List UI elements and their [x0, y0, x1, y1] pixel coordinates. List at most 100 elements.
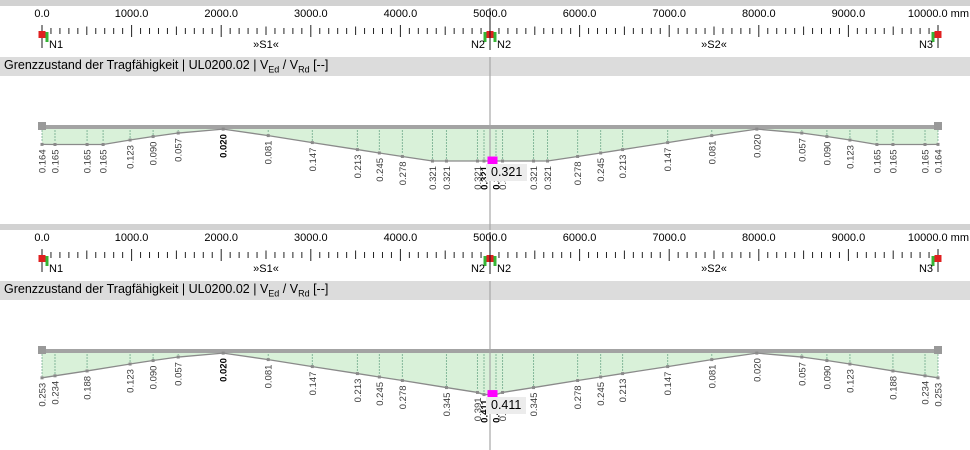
span-label: »S1«: [253, 263, 279, 275]
curve-point-marker: [53, 142, 57, 146]
value-label: 0.123: [845, 369, 856, 393]
node-label: N2: [471, 39, 485, 51]
beam-end-node: [38, 346, 46, 354]
value-label: 0.165: [99, 149, 110, 173]
curve-point-marker: [221, 351, 225, 355]
curve-point-marker: [755, 351, 759, 355]
ruler-label: 1000.0: [115, 232, 149, 244]
value-label: 0.278: [398, 385, 409, 409]
curve-point-marker: [923, 142, 927, 146]
value-label: 0.245: [596, 382, 607, 406]
member-end-marker: [931, 32, 935, 42]
value-label: 0.165: [83, 149, 94, 173]
ruler-label: 7000.0: [652, 8, 686, 20]
curve-point-marker: [532, 159, 536, 163]
value-label: 0.165: [921, 149, 932, 173]
curve-point-marker: [40, 142, 44, 146]
curve-point-marker: [444, 159, 448, 163]
span-label: »S2«: [701, 39, 727, 51]
value-label: 0.165: [888, 149, 899, 173]
beam-end-node: [38, 122, 46, 130]
curve-point-marker: [176, 131, 180, 135]
value-label: 0.321: [543, 166, 554, 190]
value-label: 0.164: [38, 149, 49, 173]
value-label: 0.188: [83, 376, 94, 400]
node-marker: [38, 31, 46, 38]
max-value-tooltip: 0.321: [486, 163, 528, 181]
ruler-label: 2000.0: [204, 232, 238, 244]
curve-point-marker: [475, 159, 479, 163]
curve-point-marker: [621, 372, 625, 376]
value-label: 0.081: [264, 365, 275, 389]
curve-point-marker: [266, 134, 270, 138]
value-label: 0.123: [126, 145, 137, 169]
value-label: 0.090: [822, 142, 833, 166]
value-label: 0.147: [663, 148, 674, 172]
span-label: »S1«: [253, 39, 279, 51]
curve-point-marker: [266, 358, 270, 362]
node-marker: [934, 255, 942, 262]
value-label: 0.345: [529, 393, 540, 417]
curve-point-marker: [666, 141, 670, 145]
value-label: 0.057: [797, 138, 808, 162]
cursor-value-marker: [487, 390, 493, 400]
curve-point-marker: [355, 148, 359, 152]
curve-point-marker: [444, 386, 448, 390]
curve-point-marker: [800, 131, 804, 135]
curve-point-marker: [400, 378, 404, 382]
curve-point-marker: [151, 359, 155, 363]
curve-point-marker: [800, 355, 804, 359]
result-panel-1[interactable]: Grenzzustand der Tragfähigkeit | UL0200.…: [0, 0, 970, 224]
ruler-label: 7000.0: [652, 232, 686, 244]
result-diagram[interactable]: 0.0 1000.0 2000.0 3000.0 4000.0 5000.0 6000.0 7…: [0, 224, 970, 450]
curve-point-marker: [923, 374, 927, 378]
value-label: 0.057: [174, 362, 185, 386]
value-label: 0.245: [596, 158, 607, 182]
value-label: 0.321: [442, 166, 453, 190]
ruler-label: 1000.0: [115, 8, 149, 20]
result-title-bar: Grenzzustand der Tragfähigkeit | UL0200.…: [0, 281, 970, 300]
result-title-bar: Grenzzustand der Tragfähigkeit | UL0200.…: [0, 57, 970, 76]
curve-point-marker: [151, 135, 155, 139]
node-marker: [38, 255, 46, 262]
curve-point-marker: [936, 376, 940, 380]
result-title-text: Grenzzustand der Tragfähigkeit | UL0200.…: [4, 58, 329, 75]
value-label: 0.253: [38, 383, 49, 407]
curve-point-marker: [825, 135, 829, 139]
curve-point-marker: [576, 378, 580, 382]
node-label: N1: [49, 39, 63, 51]
curve-point-marker: [176, 355, 180, 359]
curve-point-marker: [40, 376, 44, 380]
node-label: N2: [471, 263, 485, 275]
curve-point-marker: [621, 148, 625, 152]
cursor-value-marker: [492, 390, 498, 400]
curve-point-marker: [576, 154, 580, 158]
value-label: 0.245: [375, 382, 386, 406]
value-label: 0.081: [707, 365, 718, 389]
curve-point-marker: [355, 372, 359, 376]
result-panel-2[interactable]: Grenzzustand der Tragfähigkeit | UL0200.…: [0, 224, 970, 450]
ruler-label: 10000.0 mm: [908, 8, 969, 20]
member-end-marker: [931, 256, 935, 266]
curve-point-marker: [666, 365, 670, 369]
value-label: 0.278: [398, 161, 409, 185]
curve-point-marker: [400, 154, 404, 158]
curve-point-marker: [891, 142, 895, 146]
ruler-label: 2000.0: [204, 8, 238, 20]
curve-point-marker: [128, 138, 132, 142]
value-label: 0.165: [50, 149, 61, 173]
value-label: 0.321: [428, 166, 439, 190]
value-label: 0.081: [264, 141, 275, 165]
ruler-label: 8000.0: [742, 8, 776, 20]
result-diagram[interactable]: 0.0 1000.0 2000.0 3000.0 4000.0 5000.0 6000.0 7…: [0, 0, 970, 224]
value-label: 0.213: [353, 379, 364, 403]
ruler-label: 8000.0: [742, 232, 776, 244]
value-label: 0.234: [921, 381, 932, 405]
curve-point-marker: [599, 375, 603, 379]
curve-point-marker: [310, 141, 314, 145]
node-marker: [934, 31, 942, 38]
member-end-marker: [493, 32, 497, 42]
value-label: 0.253: [934, 383, 945, 407]
value-label: 0.213: [618, 155, 629, 179]
